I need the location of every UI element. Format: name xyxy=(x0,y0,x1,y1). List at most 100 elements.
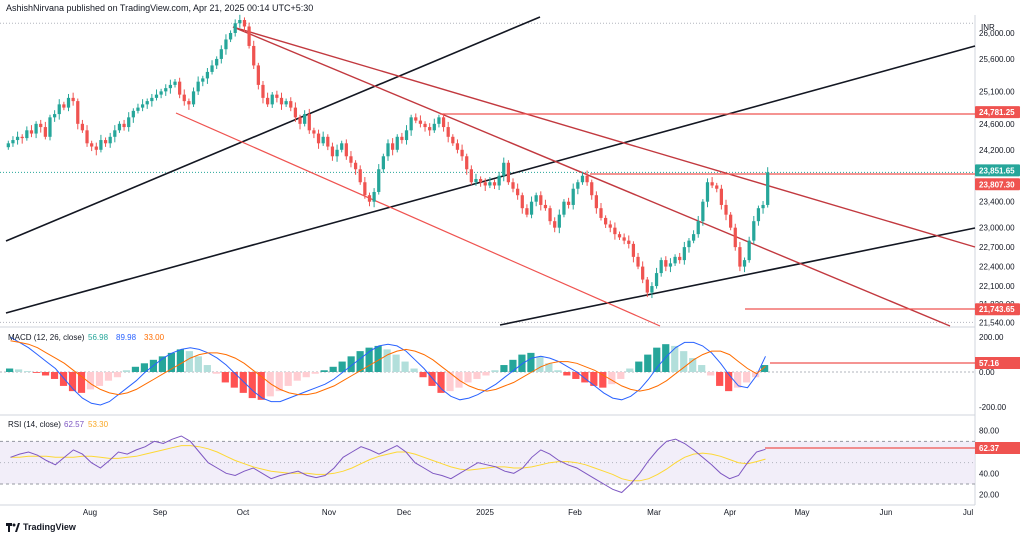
candle-body xyxy=(502,162,506,176)
lower-support-trendline xyxy=(499,227,976,326)
macd-histogram-bar xyxy=(626,368,634,372)
price-badge xyxy=(975,164,1020,177)
candle-body xyxy=(673,256,677,264)
candle-body xyxy=(738,247,742,267)
macd-histogram-bar xyxy=(392,354,400,372)
candle-body xyxy=(224,39,228,50)
tradingview-footer[interactable]: TradingView xyxy=(6,522,76,532)
macd-histogram-bar xyxy=(446,372,454,392)
publisher-header: AshishNirvana published on TradingView.c… xyxy=(6,3,314,13)
candle-body xyxy=(113,130,117,137)
candle-body xyxy=(599,208,603,218)
candle-body xyxy=(437,117,441,124)
macd-legend-label: MACD (12, 26, close) xyxy=(8,333,85,342)
macd-panel[interactable]: MACD (12, 26, close) 56.98 89.98 33.00 xyxy=(0,333,975,406)
candle-body xyxy=(608,224,612,228)
candle-body xyxy=(150,97,154,102)
macd-histogram-bar xyxy=(113,372,122,378)
price-tick-label: 21,540.00 xyxy=(979,318,1015,327)
candle-body xyxy=(71,97,75,102)
macd-histogram-bar xyxy=(356,351,364,372)
candle-body xyxy=(636,256,640,267)
candle-body xyxy=(265,97,270,105)
candle-body xyxy=(414,117,418,121)
price-badge-text: 23,851.65 xyxy=(979,166,1015,175)
candle-body xyxy=(418,120,423,124)
candle-body xyxy=(66,97,71,108)
candle-body xyxy=(566,201,571,205)
candle-body xyxy=(604,217,608,225)
macd-histogram-bar xyxy=(6,368,14,372)
candle-body xyxy=(761,204,765,209)
macd-histogram-bar xyxy=(509,359,517,372)
candle-body xyxy=(525,208,529,215)
time-tick-label: Nov xyxy=(322,508,336,517)
candle-body xyxy=(270,94,274,105)
candle-body xyxy=(330,146,335,157)
candle-body xyxy=(641,266,645,280)
price-tick-label: 25,600.00 xyxy=(979,55,1015,64)
macd-histogram-bar xyxy=(500,365,508,372)
macd-tick-label: 0.00 xyxy=(979,368,995,377)
candle-body xyxy=(39,123,43,128)
macd-histogram-bar xyxy=(104,372,113,381)
candle-body xyxy=(289,101,293,108)
candle-body xyxy=(377,169,381,192)
candle-body xyxy=(460,149,464,157)
macd-histogram-bar xyxy=(338,361,346,372)
rsi-panel[interactable]: RSI (14, close) 62.57 53.30 xyxy=(0,420,975,494)
candle-body xyxy=(576,182,580,189)
candle-body xyxy=(478,178,483,183)
candle-body xyxy=(668,263,673,267)
macd-histogram-bar xyxy=(293,372,301,381)
candle-body xyxy=(340,143,344,150)
candle-body xyxy=(201,78,205,82)
macd-histogram-bar xyxy=(743,372,751,383)
time-tick-label: Dec xyxy=(397,508,411,517)
macd-value-badge-text: 57.16 xyxy=(979,359,1000,368)
price-panel[interactable] xyxy=(0,14,976,327)
candle-body xyxy=(25,130,29,139)
macd-histogram-bar xyxy=(536,356,544,372)
candle-body xyxy=(594,195,598,209)
candle-body xyxy=(293,107,298,118)
candle-body xyxy=(196,81,200,92)
macd-histogram-bar xyxy=(77,372,86,393)
macd-histogram-bar xyxy=(167,352,175,372)
candle-body xyxy=(766,172,770,205)
price-tick-label: 24,600.00 xyxy=(979,120,1015,129)
candle-body xyxy=(284,101,288,105)
macd-histogram-bar xyxy=(32,372,41,373)
candle-body xyxy=(242,20,247,27)
candle-body xyxy=(432,123,436,131)
macd-histogram-bar xyxy=(401,361,409,372)
candle-body xyxy=(715,185,719,189)
candle-body xyxy=(529,201,534,215)
candle-body xyxy=(488,182,492,186)
macd-histogram-bar xyxy=(482,372,490,376)
upper-channel-trendline xyxy=(5,16,541,242)
macd-histogram-bar xyxy=(545,363,553,372)
macd-histogram-bar xyxy=(68,372,77,392)
candle-body xyxy=(617,234,622,238)
candle-body xyxy=(103,140,108,144)
candle-body xyxy=(724,204,728,215)
candle-body xyxy=(687,240,691,248)
macd-histogram-bar xyxy=(725,372,733,392)
rsi-legend-value: 62.57 xyxy=(64,420,85,429)
candle-body xyxy=(645,279,649,293)
macd-histogram-bar xyxy=(410,368,418,372)
candle-body xyxy=(168,84,172,89)
rsi-tick-label: 80.00 xyxy=(979,427,1000,436)
candle-body xyxy=(400,136,404,141)
candle-body xyxy=(117,123,122,131)
candle-body xyxy=(363,182,367,196)
macd-histogram-bar xyxy=(383,349,391,372)
candle-body xyxy=(381,156,385,170)
candle-body xyxy=(140,104,145,108)
candle-body xyxy=(585,175,589,183)
macd-histogram-bar xyxy=(140,363,149,372)
time-tick-label: 2025 xyxy=(476,508,494,517)
macd-histogram-bar xyxy=(518,354,526,372)
